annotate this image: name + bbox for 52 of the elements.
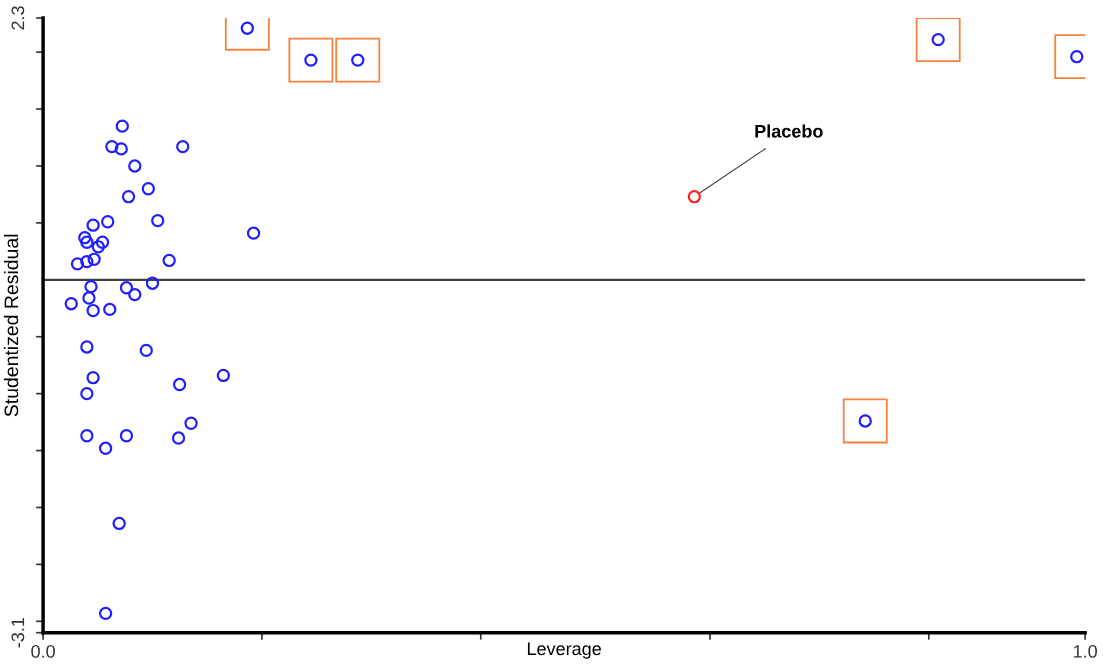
point xyxy=(172,377,187,392)
point xyxy=(70,257,85,271)
point xyxy=(335,37,381,83)
point xyxy=(915,17,961,63)
annotation: Placebo xyxy=(755,124,823,138)
point xyxy=(171,431,186,445)
point xyxy=(151,213,165,228)
point xyxy=(95,235,110,249)
point xyxy=(162,253,176,268)
point xyxy=(101,215,115,229)
point xyxy=(114,142,128,156)
point xyxy=(112,516,126,531)
point xyxy=(98,441,113,455)
point xyxy=(80,254,94,269)
point xyxy=(128,159,142,173)
y-tick-label: 2.3 xyxy=(11,6,25,30)
point xyxy=(119,281,134,295)
point xyxy=(86,371,100,385)
point xyxy=(176,139,190,154)
point xyxy=(115,119,129,133)
point xyxy=(86,218,100,232)
point xyxy=(288,37,334,83)
point xyxy=(64,297,78,311)
x-tick-label: 1.0 xyxy=(1073,644,1097,658)
point xyxy=(80,429,94,443)
point xyxy=(98,606,113,621)
point xyxy=(86,303,100,318)
point xyxy=(216,368,231,383)
point xyxy=(128,287,142,302)
point xyxy=(84,279,98,294)
point xyxy=(91,240,105,254)
x-tick-label: 0.0 xyxy=(31,644,55,658)
point xyxy=(842,398,888,444)
point xyxy=(103,302,117,317)
point xyxy=(80,340,94,354)
point xyxy=(80,386,94,401)
point xyxy=(141,182,155,196)
point xyxy=(80,235,94,249)
point xyxy=(145,276,160,290)
point xyxy=(119,429,134,443)
x-axis-title: Leverage xyxy=(527,642,601,659)
y-tick-label: -3.1 xyxy=(11,618,25,648)
point xyxy=(121,190,136,204)
point xyxy=(246,226,261,240)
point xyxy=(687,190,702,204)
point xyxy=(105,139,119,154)
point xyxy=(78,231,92,245)
point xyxy=(87,252,101,266)
point xyxy=(82,291,96,305)
y-axis-title: Studentized Residual xyxy=(3,234,19,417)
point xyxy=(184,416,198,430)
point xyxy=(139,343,153,358)
